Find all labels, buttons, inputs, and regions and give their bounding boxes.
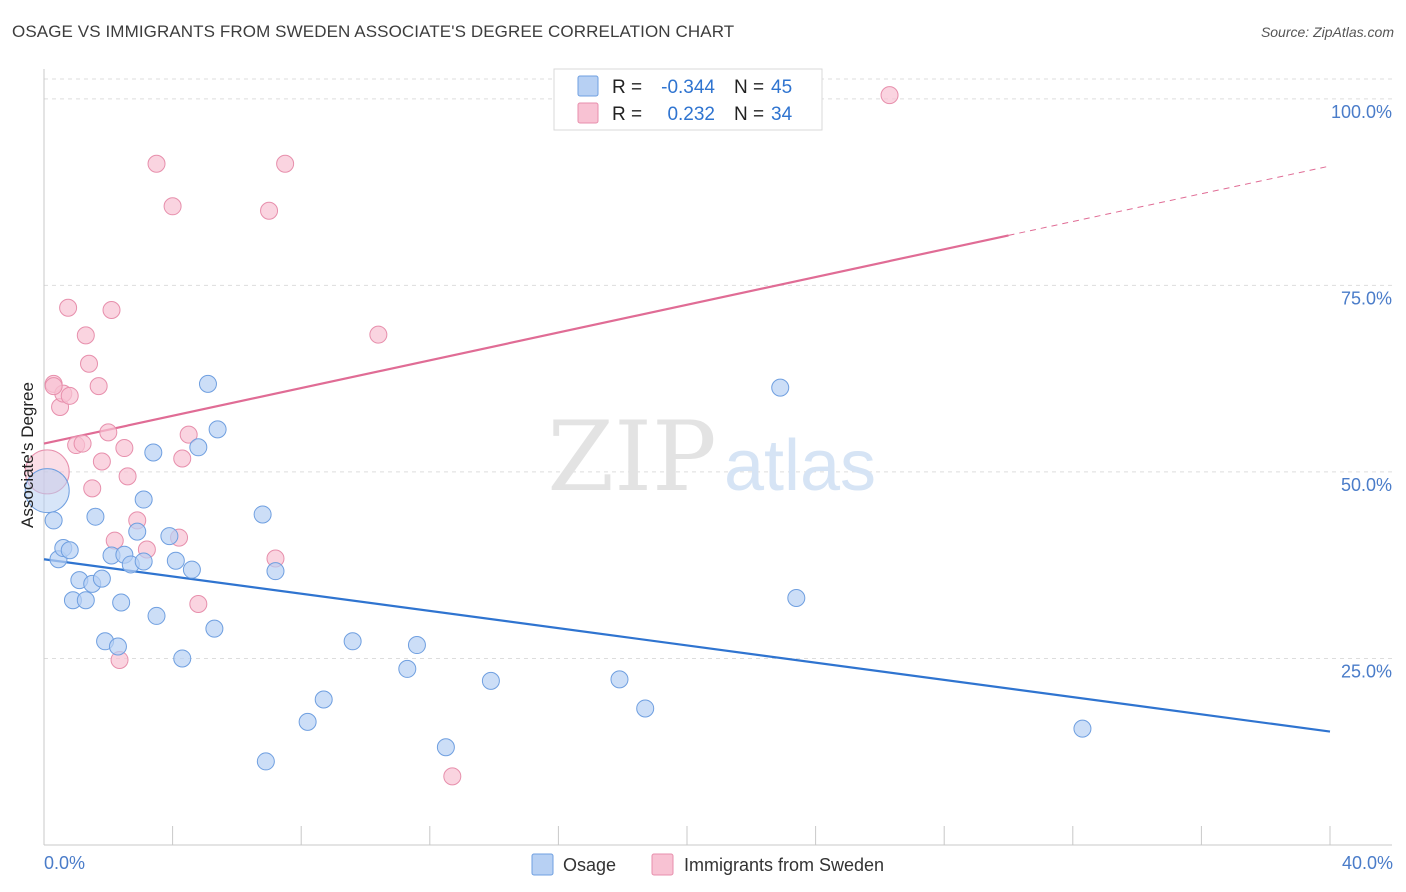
point-sweden [163, 197, 182, 216]
point-osage [112, 593, 131, 612]
point-sweden [118, 467, 137, 486]
point-osage [147, 606, 166, 625]
point-osage [86, 507, 105, 526]
trendline-sweden-extension [1008, 165, 1331, 236]
point-osage [198, 374, 217, 393]
point-sweden [89, 377, 108, 396]
point-osage [76, 591, 95, 610]
point-sweden [105, 531, 124, 550]
point-osage [182, 560, 201, 579]
point-osage [787, 589, 806, 608]
chart-source: Source: ZipAtlas.com [1260, 24, 1394, 40]
bottom-legend-label-sweden: Immigrants from Sweden [684, 855, 884, 875]
legend: R = -0.344 N = 45 R = 0.232 N = 34 [553, 68, 823, 131]
point-osage [24, 468, 70, 514]
point-sweden [102, 301, 121, 320]
point-sweden [44, 377, 63, 396]
point-sweden [369, 325, 388, 344]
grid-layer [44, 78, 1392, 659]
point-osage [92, 569, 111, 588]
point-sweden [443, 767, 462, 786]
legend-n-label-osage: N = [734, 77, 764, 98]
point-sweden [83, 479, 102, 498]
trendline-osage [43, 558, 1331, 733]
point-osage [128, 522, 147, 541]
y-axis-title: Associate's Degree [18, 382, 37, 528]
watermark: ZIP atlas [547, 401, 876, 513]
point-sweden [80, 354, 99, 373]
point-osage [298, 712, 317, 731]
legend-swatch-osage [577, 75, 599, 97]
point-osage [160, 527, 179, 546]
y-tick-label: 25.0% [1341, 661, 1392, 681]
point-osage [481, 671, 500, 690]
trendline-sweden [43, 234, 1009, 445]
legend-r-value-sweden: 0.232 [667, 104, 715, 125]
legend-n-value-sweden: 34 [771, 104, 793, 125]
bottom-legend-swatch-sweden [651, 853, 674, 876]
point-osage [208, 420, 227, 439]
point-osage [343, 632, 362, 651]
point-osage [166, 551, 185, 570]
point-sweden [173, 449, 192, 468]
point-osage [636, 699, 655, 718]
axes-layer [43, 69, 1392, 846]
legend-swatch-sweden [577, 102, 599, 124]
watermark-atlas: atlas [724, 426, 876, 506]
bottom-legend-label-osage: Osage [563, 855, 616, 875]
point-sweden [115, 439, 134, 458]
y-tick-label: 75.0% [1341, 288, 1392, 308]
legend-r-label-sweden: R = [612, 104, 642, 125]
point-sweden [179, 425, 198, 444]
point-osage [173, 649, 192, 668]
point-osage [144, 443, 163, 462]
point-osage [266, 562, 285, 581]
point-osage [436, 738, 455, 757]
point-sweden [76, 326, 95, 345]
point-osage [134, 490, 153, 509]
point-sweden [260, 201, 279, 220]
point-sweden [59, 298, 78, 317]
x-tick-label: 0.0% [44, 853, 85, 873]
x-tick-label: 40.0% [1342, 853, 1393, 873]
point-sweden [189, 594, 208, 613]
point-sweden [147, 154, 166, 173]
point-osage [205, 619, 224, 638]
bottom-legend: Osage Immigrants from Sweden [531, 853, 884, 876]
watermark-zip: ZIP [547, 401, 716, 513]
point-osage [44, 511, 63, 530]
point-osage [610, 670, 629, 689]
point-osage [134, 552, 153, 571]
legend-r-value-osage: -0.344 [661, 77, 715, 98]
point-osage [108, 637, 127, 656]
chart-title: OSAGE VS IMMIGRANTS FROM SWEDEN ASSOCIAT… [12, 22, 735, 41]
point-osage [60, 541, 79, 560]
point-osage [398, 659, 417, 678]
point-osage [314, 690, 333, 709]
bottom-legend-swatch-osage [531, 853, 554, 876]
point-sweden [92, 452, 111, 471]
point-osage [253, 505, 272, 524]
point-sweden [73, 434, 92, 453]
points-layer [24, 86, 1092, 786]
point-sweden [60, 386, 79, 405]
point-osage [407, 636, 426, 655]
point-osage [189, 438, 208, 457]
y-tick-label: 50.0% [1341, 475, 1392, 495]
y-tick-label: 100.0% [1331, 102, 1392, 122]
labels-layer: 25.0% 50.0% 75.0% 100.0% 0.0% 40.0% Associate'… [18, 102, 1393, 873]
point-sweden [880, 86, 899, 105]
legend-box [553, 68, 823, 131]
point-sweden [99, 423, 118, 442]
point-osage [1073, 719, 1092, 738]
point-osage [256, 752, 275, 771]
point-sweden [276, 154, 295, 173]
legend-n-value-osage: 45 [771, 77, 792, 98]
legend-r-label-osage: R = [612, 77, 642, 98]
trend-layer [43, 165, 1331, 733]
point-osage [771, 378, 790, 397]
legend-n-label-sweden: N = [734, 104, 764, 125]
